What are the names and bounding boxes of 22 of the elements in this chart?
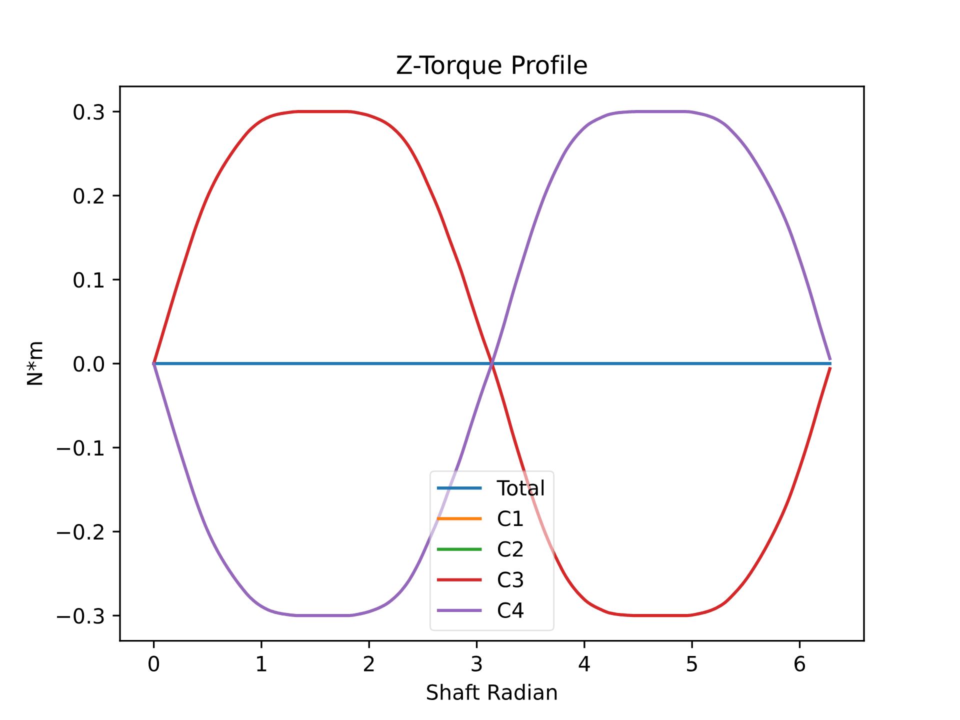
x-tick-label: 6 — [794, 656, 806, 672]
y-axis-title: N*m — [26, 342, 42, 385]
x-axis-title: Shaft Radian — [427, 684, 557, 700]
legend-label: C4 — [498, 602, 524, 618]
legend-label: C2 — [498, 541, 523, 557]
y-tick-label: 0.3 — [74, 104, 104, 120]
y-tick-label: 0.0 — [74, 356, 104, 372]
y-tick-label: 0.1 — [74, 272, 104, 288]
y-tick-label: −0.2 — [57, 524, 104, 540]
y-tick-label: 0.2 — [74, 188, 104, 204]
x-tick-label: 1 — [257, 656, 266, 672]
x-tick-label: 4 — [578, 656, 590, 672]
x-tick-label: 0 — [148, 656, 160, 672]
legend-label: C3 — [498, 572, 523, 588]
y-tick-label: −0.3 — [57, 608, 104, 624]
legend-label: Total — [496, 480, 544, 496]
x-tick-label: 5 — [687, 656, 697, 672]
x-tick-label: 3 — [472, 656, 482, 672]
y-tick-label: −0.1 — [57, 440, 104, 456]
legend-label: C1 — [498, 510, 523, 526]
x-tick-label: 2 — [364, 656, 374, 672]
chart-title: Z-Torque Profile — [396, 54, 587, 80]
